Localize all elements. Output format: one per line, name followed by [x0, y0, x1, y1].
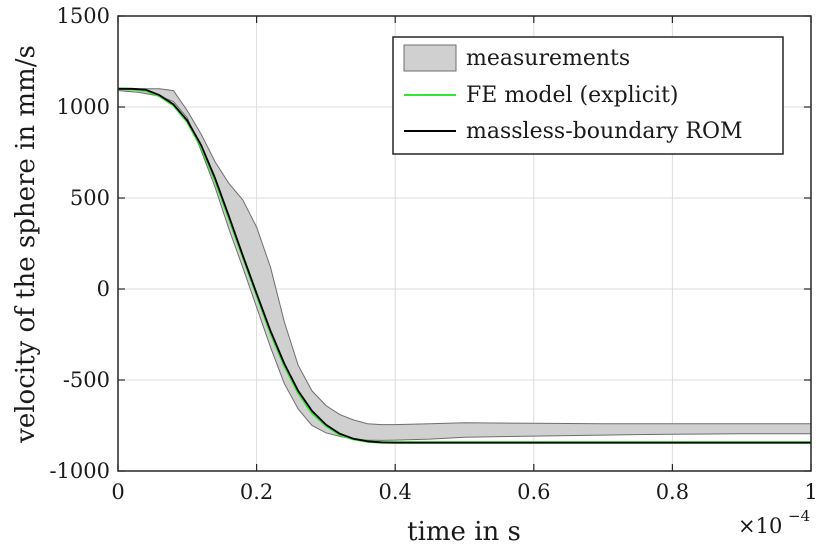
legend-fe-label: FE model (explicit) — [466, 83, 679, 108]
legend-box — [392, 36, 784, 155]
x-tick-label: 1 — [804, 480, 817, 504]
legend-measurements-label: measurements — [466, 46, 630, 71]
legend-rom-label: massless-boundary ROM — [466, 119, 743, 144]
legend: measurements FE model (explicit) massles… — [392, 36, 784, 155]
plot-frame — [117, 15, 812, 472]
x-axis-label: time in s — [407, 517, 521, 547]
x-multiplier-base: ×10 — [738, 514, 782, 538]
axes — [117, 15, 812, 472]
x-tick-label: 0.8 — [656, 480, 689, 504]
y-tick-label: 1000 — [57, 95, 110, 119]
series-lines — [117, 87, 811, 444]
x-tick-label: 0 — [111, 480, 124, 504]
x-multiplier-exponent: −4 — [788, 507, 810, 525]
y-tick-label: 500 — [70, 186, 110, 210]
rom-line — [118, 87, 811, 444]
x-tick-labels: 0 0.2 0.4 0.6 0.8 1 — [111, 480, 817, 504]
y-tick-label: 1500 — [57, 4, 110, 28]
x-tick-label: 0.6 — [517, 480, 550, 504]
y-axis-label: velocity of the sphere in mm/s — [11, 45, 41, 444]
y-tick-label: 0 — [97, 277, 110, 301]
legend-measurements-swatch — [403, 44, 457, 72]
x-tick-label: 0.4 — [378, 480, 411, 504]
y-tick-labels: -1000 -500 0 500 1000 1500 — [49, 4, 110, 483]
y-tick-label: -500 — [63, 368, 110, 392]
y-tick-label: -1000 — [49, 459, 110, 483]
x-multiplier: ×10 −4 — [738, 507, 810, 538]
x-tick-label: 0.2 — [240, 480, 273, 504]
